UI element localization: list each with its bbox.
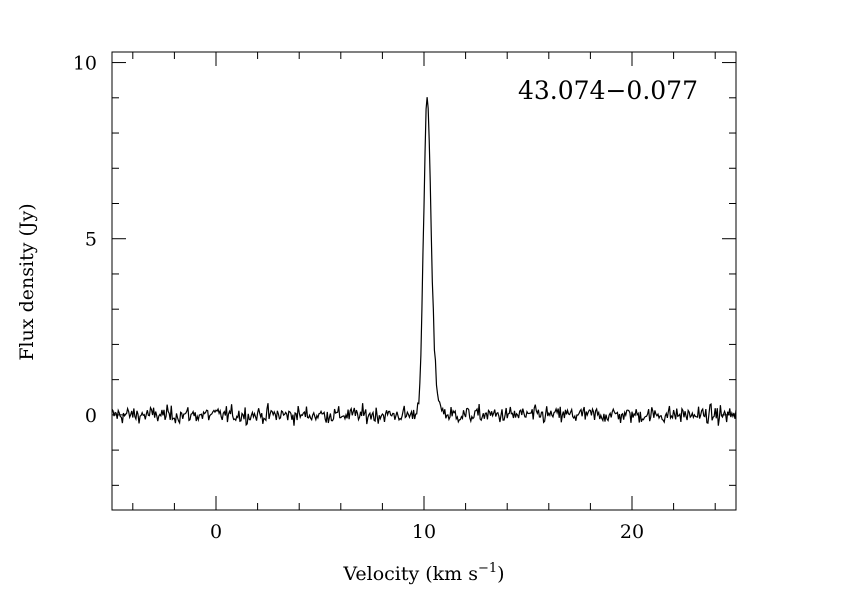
y-tick-label: 5 <box>85 229 97 251</box>
spectrum-line <box>111 97 737 427</box>
x-tick-label: 10 <box>412 521 436 543</box>
plot-frame <box>111 51 737 511</box>
y-tick-label: 10 <box>73 53 97 75</box>
axis-ticks <box>112 52 736 510</box>
y-tick-label: 0 <box>85 405 97 427</box>
x-tick-label: 20 <box>620 521 644 543</box>
y-axis-title: Flux density (Jy) <box>16 203 38 360</box>
x-axis-title-main: Velocity (km s <box>342 563 478 585</box>
axis-tick-labels: 0 10 20 0 5 10 <box>73 53 644 543</box>
x-axis-title-close: ) <box>497 563 504 585</box>
x-tick-label: 0 <box>210 521 222 543</box>
x-axis-title-superscript: −1 <box>478 561 497 576</box>
source-name-label: 43.074−0.077 <box>518 76 698 105</box>
x-axis-title: Velocity (km s−1) <box>342 561 504 585</box>
